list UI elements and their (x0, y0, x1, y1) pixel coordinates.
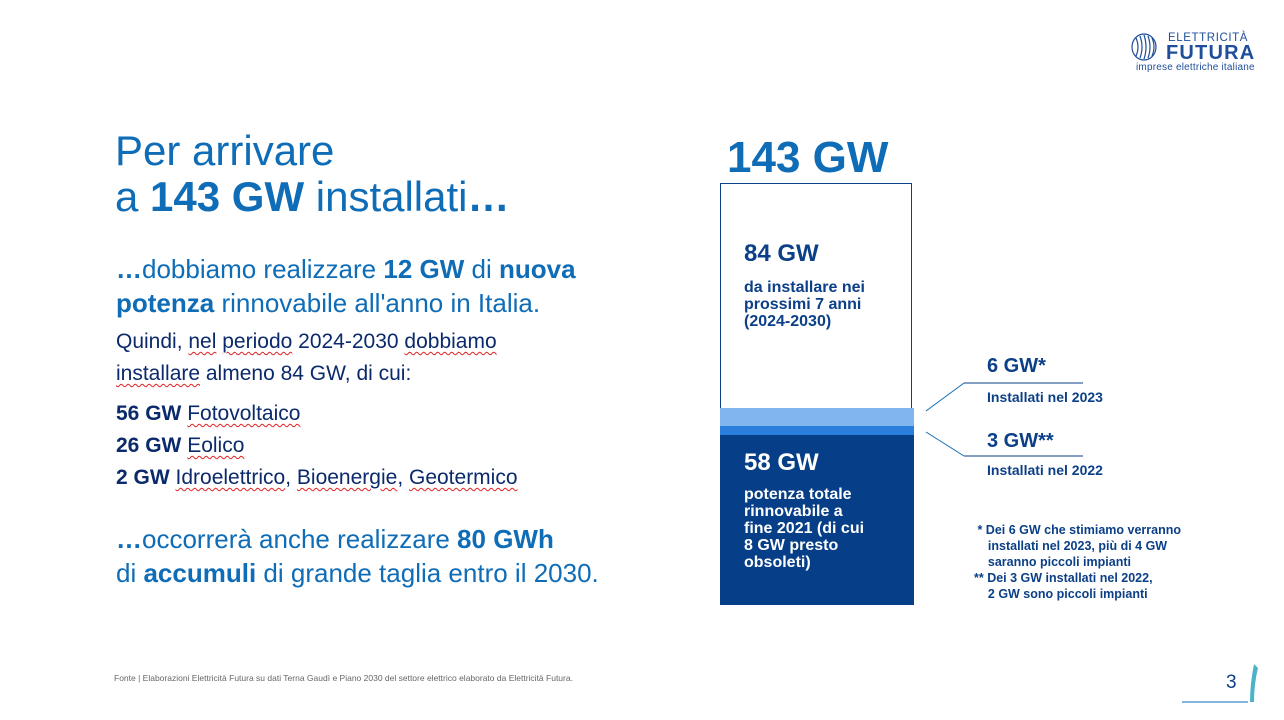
period-paragraph: Quindi, nel periodo 2024-2030 dobbiamo i… (116, 330, 497, 385)
footnotes: * Dei 6 GW che stimiamo verranno install… (974, 523, 1182, 601)
block-bottom-description: potenza totale rinnovabile a fine 2021 (… (744, 486, 865, 571)
callout-2023-value: 6 GW* (987, 355, 1046, 377)
callout-2022-label: Installati nel 2022 (987, 462, 1103, 478)
chart-block-2023 (720, 408, 914, 426)
logo-main-text: FUTURA (1166, 42, 1256, 64)
storage-paragraph: …occorrerà anche realizzare 80 GWh di ac… (116, 524, 599, 588)
block-bottom-value: 58 GW (744, 449, 819, 476)
brand-logo: ELETTRICITÀ FUTURA imprese elettriche it… (1130, 30, 1260, 74)
logo-top-text: ELETTRICITÀ (1168, 32, 1249, 44)
chart-total-label: 143 GW (727, 133, 889, 182)
page-number-decoration (1182, 664, 1258, 703)
slide-title: Per arrivare a 143 GW installati… (115, 128, 510, 220)
chart-block-2022 (720, 426, 914, 435)
callout-connectors (925, 382, 1083, 457)
callout-2023-label: Installati nel 2023 (987, 389, 1103, 405)
source-note: Fonte | Elaborazioni Elettricità Futura … (114, 673, 573, 683)
callout-2022-value: 3 GW** (987, 430, 1054, 452)
title-line-1: Per arrivare (115, 127, 335, 174)
title-line-2: a 143 GW installati… (115, 173, 510, 220)
technology-list: 56 GW Fotovoltaico 26 GW Eolico 2 GW Idr… (116, 398, 518, 494)
list-item: 26 GW Eolico (116, 434, 245, 457)
list-item: 56 GW Fotovoltaico (116, 402, 301, 425)
list-item: 2 GW Idroelettrico, Bioenergie, Geotermi… (116, 466, 518, 489)
logo-tagline: imprese elettriche italiane (1136, 62, 1255, 73)
chart-block-to-install (720, 183, 912, 413)
intro-paragraph: …dobbiamo realizzare 12 GW di nuova pote… (116, 254, 576, 318)
page-number: 3 (1226, 672, 1237, 693)
logo-mark-icon (1131, 33, 1157, 61)
chart-block-existing (720, 435, 914, 605)
title-highlight: 143 GW (150, 173, 305, 220)
block-top-value: 84 GW (744, 240, 819, 267)
block-top-description: da installare nei prossimi 7 anni (2024-… (744, 279, 865, 330)
